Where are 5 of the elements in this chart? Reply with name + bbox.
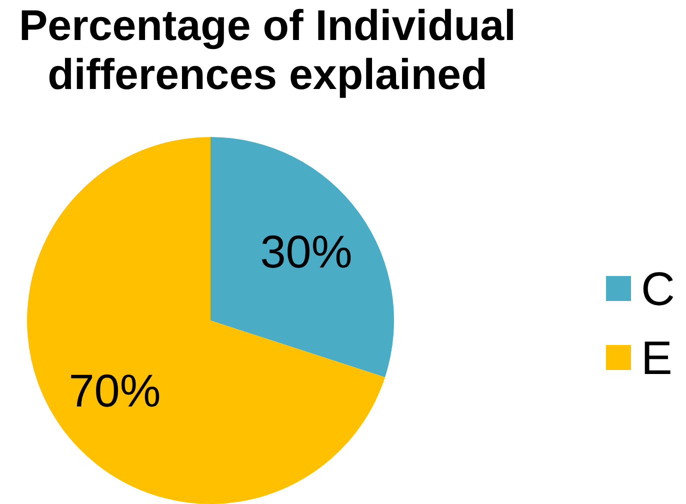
legend-label: E bbox=[641, 330, 672, 384]
chart-title: Percentage of Individual differences explained bbox=[18, 2, 517, 100]
data-label: 30% bbox=[260, 225, 352, 278]
data-label: 70% bbox=[68, 364, 161, 417]
legend-label: C bbox=[641, 260, 675, 316]
